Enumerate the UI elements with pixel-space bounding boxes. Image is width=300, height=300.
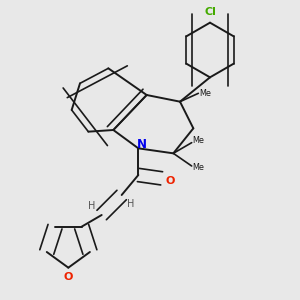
Text: N: N <box>137 138 147 151</box>
Text: Me: Me <box>199 89 211 98</box>
Text: Me: Me <box>193 136 205 146</box>
Text: O: O <box>64 272 73 282</box>
Text: Cl: Cl <box>204 7 216 17</box>
Text: H: H <box>127 199 135 209</box>
Text: Me: Me <box>193 163 205 172</box>
Text: H: H <box>88 201 95 211</box>
Text: O: O <box>165 176 175 186</box>
